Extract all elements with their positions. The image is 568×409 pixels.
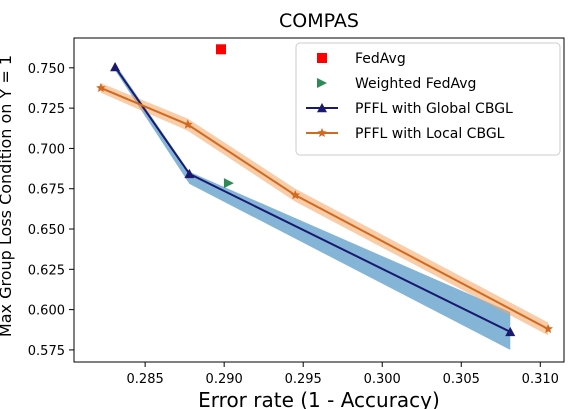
point-series-3-1 xyxy=(183,119,193,129)
legend-box xyxy=(295,42,561,156)
band-series-2 xyxy=(115,63,511,350)
axis-ticks: 0.285 0.290 0.295 0.300 0.305 0.310 0.575 0.600… xyxy=(28,62,559,387)
x-tick-label-0: 0.285 xyxy=(127,372,164,387)
x-tick-label-5: 0.310 xyxy=(522,372,559,387)
legend-label-0: FedAvg xyxy=(355,51,406,67)
legend-label-3: PFFL with Local CBGL xyxy=(355,126,505,142)
legend-marker-1 xyxy=(317,78,327,88)
y-tick-label-6: 0.725 xyxy=(28,102,65,117)
x-tick-label-1: 0.290 xyxy=(206,372,243,387)
y-axis-label: Max Group Loss Condition on Y = 1 xyxy=(0,55,15,337)
y-tick-label-3: 0.650 xyxy=(28,223,65,238)
y-tick-label-0: 0.575 xyxy=(28,344,65,359)
legend-marker-2 xyxy=(317,103,327,113)
point-series-3-2 xyxy=(290,190,301,200)
confidence-bands xyxy=(100,63,549,350)
point-series-2-2 xyxy=(505,326,516,337)
x-tick-label-3: 0.300 xyxy=(364,372,401,387)
line-series-3 xyxy=(100,87,549,330)
legend: FedAvg Weighted FedAvg PFFL with Global CB… xyxy=(295,42,561,156)
y-tick-label-4: 0.675 xyxy=(28,183,65,198)
y-tick-label-2: 0.625 xyxy=(28,263,65,278)
point-series-2-0 xyxy=(110,62,121,72)
x-tick-label-2: 0.295 xyxy=(285,372,322,387)
point-series-1-0 xyxy=(223,178,234,189)
series-markers xyxy=(96,44,553,337)
band-series-3 xyxy=(100,83,549,336)
y-tick-label-1: 0.600 xyxy=(28,304,65,319)
point-series-3-3 xyxy=(543,323,553,333)
point-series-0-0 xyxy=(216,44,226,55)
y-tick-label-7: 0.750 xyxy=(28,62,65,77)
legend-label-2: PFFL with Global CBGL xyxy=(355,101,513,117)
x-axis-label: Error rate (1 - Accuracy) xyxy=(198,388,440,409)
x-tick-label-4: 0.305 xyxy=(443,372,480,387)
plot-frame xyxy=(73,37,565,363)
chart-title: COMPAS xyxy=(279,10,359,32)
legend-label-1: Weighted FedAvg xyxy=(355,76,476,92)
y-tick-label-5: 0.700 xyxy=(28,142,65,157)
legend-marker-3 xyxy=(317,128,327,138)
point-series-2-1 xyxy=(184,168,195,179)
legend-marker-0 xyxy=(317,53,327,63)
point-series-3-0 xyxy=(96,82,106,93)
